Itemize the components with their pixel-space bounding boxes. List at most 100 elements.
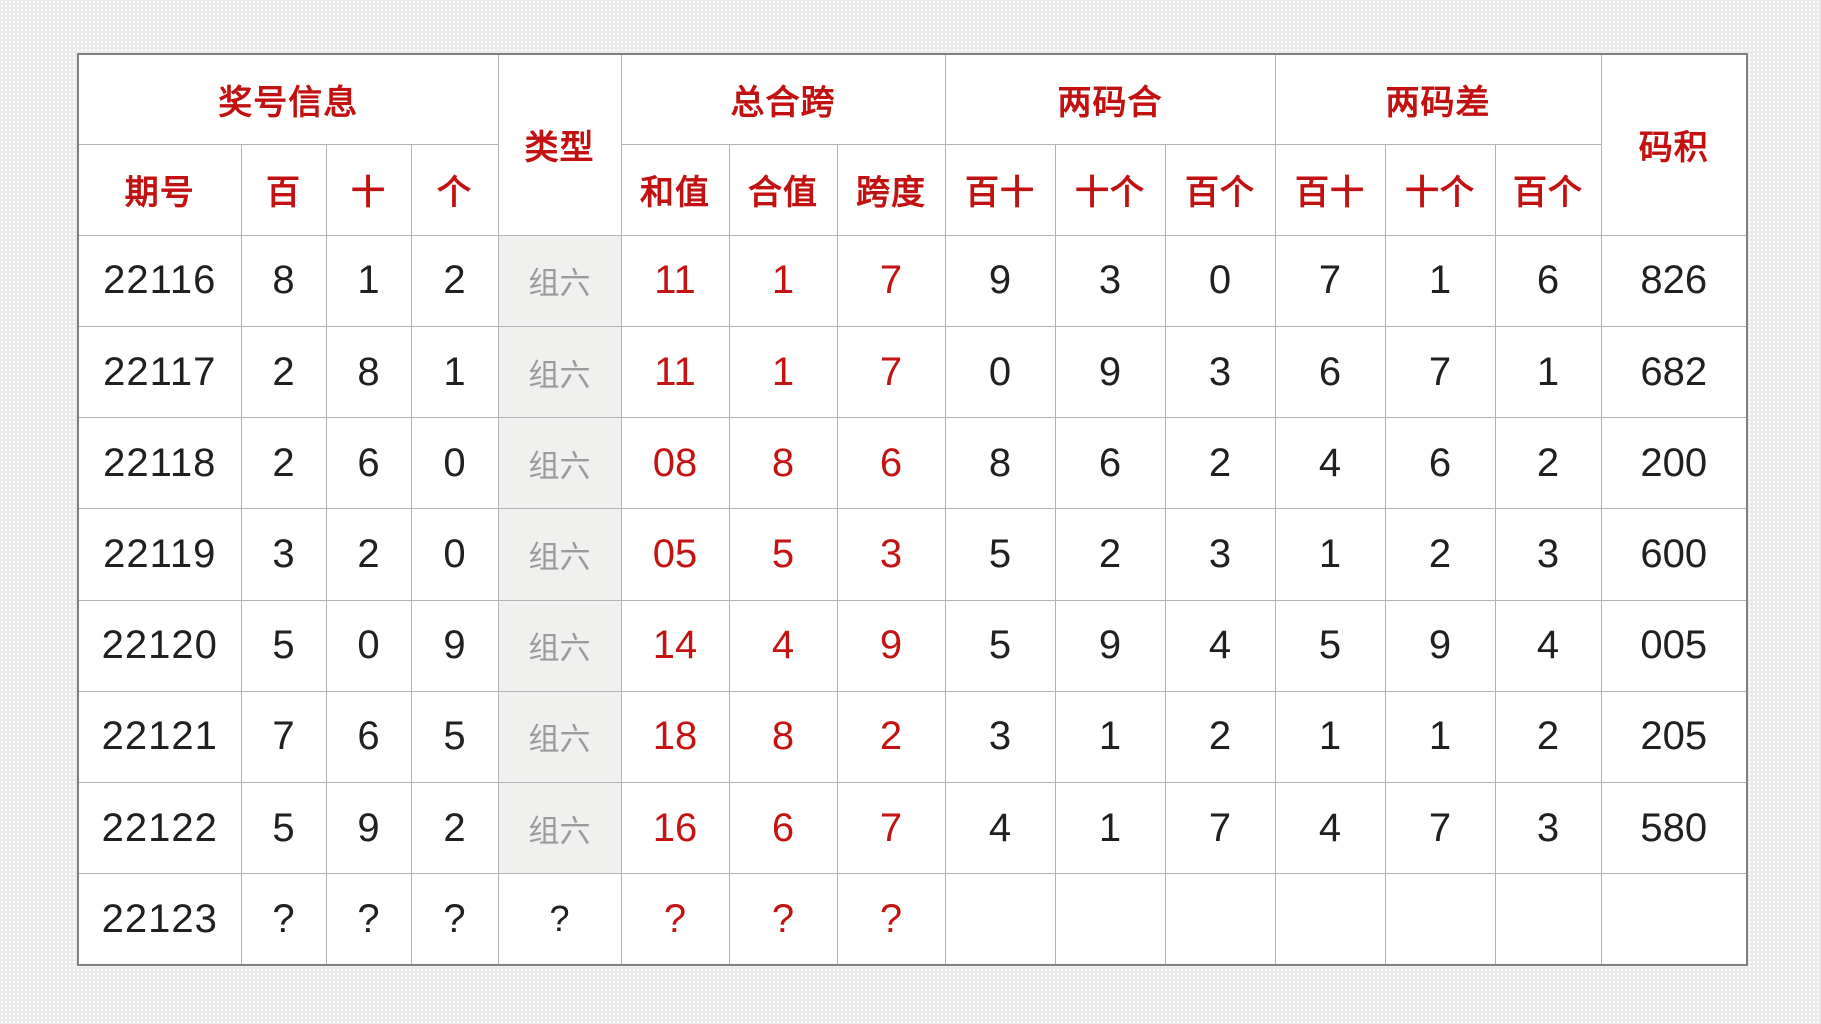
cell-type: 组六 bbox=[497, 781, 622, 875]
subheader-sum: 和值 bbox=[620, 143, 730, 236]
cell-period: 22119 bbox=[77, 508, 242, 601]
cell-sum-bai-shi: 9 bbox=[944, 234, 1056, 328]
cell-type: ? bbox=[497, 873, 622, 966]
cell-hundreds: 3 bbox=[240, 508, 327, 601]
cell-sum-bai-ge: 3 bbox=[1164, 508, 1276, 601]
cell-sum-bai-ge: 7 bbox=[1164, 781, 1276, 875]
cell-diff-shi-ge bbox=[1384, 873, 1496, 966]
table-row: 22118 2 6 0 组六 08 8 6 8 6 2 4 6 2 200 bbox=[77, 417, 1748, 510]
cell-product: 580 bbox=[1600, 781, 1748, 875]
cell-sum: 14 bbox=[620, 599, 730, 692]
group-header-prize-info: 奖号信息 bbox=[77, 53, 499, 145]
cell-sum-shi-ge: 1 bbox=[1054, 781, 1166, 875]
table-row: 22119 3 2 0 组六 05 5 3 5 2 3 1 2 3 600 bbox=[77, 508, 1748, 601]
cell-diff-shi-ge: 2 bbox=[1384, 508, 1496, 601]
cell-span: 2 bbox=[836, 690, 946, 784]
cell-diff-bai-shi: 5 bbox=[1274, 599, 1386, 692]
cell-period: 22123 bbox=[77, 873, 242, 966]
table-row: 22122 5 9 2 组六 16 6 7 4 1 7 4 7 3 580 bbox=[77, 781, 1748, 875]
cell-period: 22121 bbox=[77, 690, 242, 784]
cell-product: 600 bbox=[1600, 508, 1748, 601]
cell-span: 7 bbox=[836, 781, 946, 875]
cell-combine: 6 bbox=[728, 781, 838, 875]
cell-combine: 8 bbox=[728, 690, 838, 784]
cell-diff-bai-ge: 3 bbox=[1494, 781, 1602, 875]
cell-diff-bai-ge: 3 bbox=[1494, 508, 1602, 601]
cell-tens: 6 bbox=[325, 417, 412, 510]
cell-hundreds: 5 bbox=[240, 599, 327, 692]
cell-diff-shi-ge: 9 bbox=[1384, 599, 1496, 692]
cell-sum-shi-ge: 6 bbox=[1054, 417, 1166, 510]
cell-tens: ? bbox=[325, 873, 412, 966]
group-header-type: 类型 bbox=[497, 53, 622, 236]
cell-sum-bai-ge: 2 bbox=[1164, 690, 1276, 784]
subheader-sum-bai-shi: 百十 bbox=[944, 143, 1056, 236]
cell-diff-bai-ge: 2 bbox=[1494, 690, 1602, 784]
cell-span: ? bbox=[836, 873, 946, 966]
header-sub-row: 期号 百 十 个 和值 合值 跨度 百十 十个 百个 百十 十个 百个 bbox=[77, 143, 1747, 236]
cell-diff-bai-shi: 7 bbox=[1274, 234, 1386, 328]
cell-sum: 11 bbox=[620, 234, 730, 328]
cell-sum-bai-shi: 8 bbox=[944, 417, 1056, 510]
cell-sum: ? bbox=[620, 873, 730, 966]
group-header-sum-group: 总合跨 bbox=[620, 53, 946, 145]
cell-product: 205 bbox=[1600, 690, 1748, 784]
subheader-diff-shi-ge: 十个 bbox=[1384, 143, 1496, 236]
cell-sum-shi-ge bbox=[1054, 873, 1166, 966]
cell-diff-bai-shi: 4 bbox=[1274, 417, 1386, 510]
cell-type: 组六 bbox=[497, 326, 622, 419]
cell-sum-bai-ge: 2 bbox=[1164, 417, 1276, 510]
cell-sum-bai-shi: 5 bbox=[944, 508, 1056, 601]
cell-sum: 18 bbox=[620, 690, 730, 784]
lottery-trend-table: 奖号信息 类型 总合跨 两码合 两码差 码积 期号 百 十 个 和值 合值 跨度… bbox=[77, 53, 1749, 966]
cell-span: 3 bbox=[836, 508, 946, 601]
cell-sum-shi-ge: 9 bbox=[1054, 326, 1166, 419]
table-row: 22120 5 0 9 组六 14 4 9 5 9 4 5 9 4 005 bbox=[77, 599, 1748, 692]
table-row: 22116 8 1 2 组六 11 1 7 9 3 0 7 1 6 826 bbox=[77, 234, 1748, 328]
group-header-two-code-diff: 两码差 bbox=[1274, 53, 1602, 145]
cell-hundreds: 2 bbox=[240, 417, 327, 510]
cell-sum: 11 bbox=[620, 326, 730, 419]
cell-hundreds: 7 bbox=[240, 690, 327, 784]
cell-combine: ? bbox=[728, 873, 838, 966]
cell-units: 0 bbox=[410, 508, 499, 601]
cell-diff-bai-shi: 6 bbox=[1274, 326, 1386, 419]
cell-period: 22120 bbox=[77, 599, 242, 692]
cell-type: 组六 bbox=[497, 508, 622, 601]
cell-period: 22117 bbox=[77, 326, 242, 419]
cell-product: 005 bbox=[1600, 599, 1748, 692]
cell-period: 22116 bbox=[77, 234, 242, 328]
cell-sum-bai-ge: 0 bbox=[1164, 234, 1276, 328]
cell-hundreds: 2 bbox=[240, 326, 327, 419]
cell-sum-shi-ge: 2 bbox=[1054, 508, 1166, 601]
cell-span: 9 bbox=[836, 599, 946, 692]
cell-tens: 8 bbox=[325, 326, 412, 419]
cell-combine: 5 bbox=[728, 508, 838, 601]
cell-diff-shi-ge: 1 bbox=[1384, 234, 1496, 328]
cell-tens: 2 bbox=[325, 508, 412, 601]
cell-type: 组六 bbox=[497, 690, 622, 784]
cell-sum-bai-shi bbox=[944, 873, 1056, 966]
cell-sum-shi-ge: 3 bbox=[1054, 234, 1166, 328]
subheader-sum-shi-ge: 十个 bbox=[1054, 143, 1166, 236]
group-header-product: 码积 bbox=[1600, 53, 1748, 236]
cell-units: 2 bbox=[410, 234, 499, 328]
cell-sum-bai-ge: 4 bbox=[1164, 599, 1276, 692]
cell-span: 7 bbox=[836, 326, 946, 419]
table-row: 22117 2 8 1 组六 11 1 7 0 9 3 6 7 1 682 bbox=[77, 326, 1748, 419]
cell-units: 1 bbox=[410, 326, 499, 419]
cell-tens: 6 bbox=[325, 690, 412, 784]
cell-tens: 1 bbox=[325, 234, 412, 328]
cell-sum-bai-shi: 3 bbox=[944, 690, 1056, 784]
cell-diff-bai-ge: 4 bbox=[1494, 599, 1602, 692]
cell-span: 7 bbox=[836, 234, 946, 328]
cell-units: 0 bbox=[410, 417, 499, 510]
cell-diff-bai-ge: 1 bbox=[1494, 326, 1602, 419]
cell-sum: 05 bbox=[620, 508, 730, 601]
cell-units: 5 bbox=[410, 690, 499, 784]
subheader-diff-bai-shi: 百十 bbox=[1274, 143, 1386, 236]
cell-combine: 1 bbox=[728, 234, 838, 328]
subheader-hundreds: 百 bbox=[240, 143, 327, 236]
cell-product: 682 bbox=[1600, 326, 1748, 419]
cell-period: 22118 bbox=[77, 417, 242, 510]
